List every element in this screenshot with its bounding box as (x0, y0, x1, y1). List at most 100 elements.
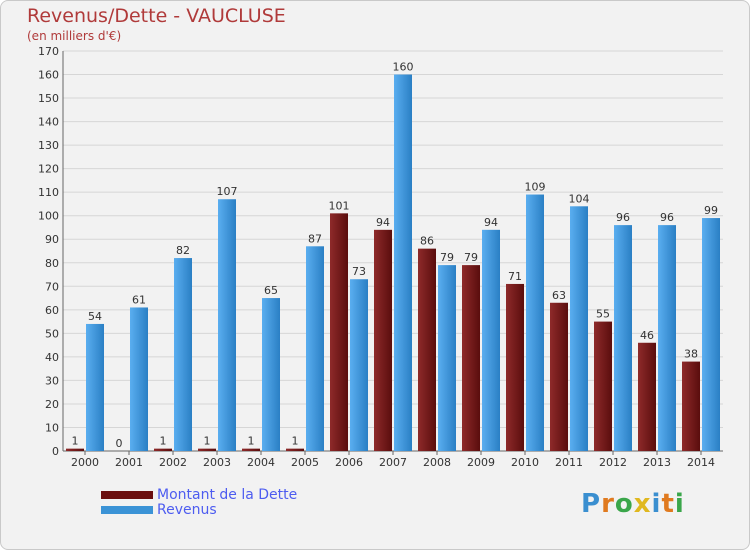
y-tick-label: 110 (38, 186, 59, 199)
x-tick-label: 2001 (115, 456, 143, 469)
data-label-dette: 1 (72, 435, 79, 448)
logo-letter: i (651, 489, 662, 519)
bar-dette (682, 361, 700, 451)
y-tick-label: 60 (45, 304, 59, 317)
data-label-dette: 63 (552, 289, 566, 302)
data-label-dette: 1 (204, 435, 211, 448)
data-label-dette: 1 (160, 435, 167, 448)
bar-dette (506, 283, 524, 451)
bar-revenus (218, 199, 236, 451)
data-label-dette: 55 (596, 308, 610, 321)
y-tick-label: 70 (45, 280, 59, 293)
data-label-revenus: 65 (264, 284, 278, 297)
bar-revenus (306, 246, 324, 451)
x-tick-label: 2000 (71, 456, 99, 469)
data-label-revenus: 94 (484, 216, 498, 229)
data-label-dette: 0 (116, 437, 123, 450)
bar-revenus (438, 265, 456, 451)
data-label-dette: 94 (376, 216, 390, 229)
data-label-revenus: 96 (616, 211, 630, 224)
bar-dette (198, 448, 216, 451)
data-label-dette: 79 (464, 251, 478, 264)
logo-letter: i (674, 489, 685, 519)
y-tick-label: 30 (45, 374, 59, 387)
y-tick-label: 170 (38, 45, 59, 58)
y-tick-label: 130 (38, 139, 59, 152)
bar-revenus (174, 258, 192, 451)
bar-dette (550, 302, 568, 451)
y-tick-label: 90 (45, 233, 59, 246)
bar-revenus (130, 307, 148, 451)
y-tick-label: 0 (52, 445, 59, 458)
data-label-revenus: 104 (569, 192, 590, 205)
y-tick-label: 50 (45, 327, 59, 340)
bar-dette (374, 229, 392, 451)
bar-revenus (658, 225, 676, 451)
bar-revenus (570, 206, 588, 451)
logo-letter: P (581, 489, 602, 519)
y-tick-label: 20 (45, 398, 59, 411)
y-tick-label: 40 (45, 351, 59, 364)
data-label-dette: 101 (329, 199, 350, 212)
logo-letter: r (601, 489, 615, 519)
bar-revenus (394, 74, 412, 451)
bar-revenus (702, 218, 720, 451)
bar-revenus (350, 279, 368, 451)
y-tick-label: 80 (45, 257, 59, 270)
data-label-dette: 38 (684, 348, 698, 361)
bar-dette (330, 213, 348, 451)
x-tick-label: 2008 (423, 456, 451, 469)
data-label-revenus: 82 (176, 244, 190, 257)
data-label-revenus: 96 (660, 211, 674, 224)
y-tick-label: 160 (38, 69, 59, 82)
data-label-revenus: 54 (88, 310, 102, 323)
x-tick-label: 2006 (335, 456, 363, 469)
bar-dette (286, 448, 304, 451)
legend-item-dette: Montant de la Dette (101, 486, 298, 503)
bar-revenus (262, 298, 280, 451)
x-tick-label: 2007 (379, 456, 407, 469)
legend-item-revenus: Revenus (101, 502, 297, 518)
bar-revenus (86, 323, 104, 451)
bar-revenus (614, 225, 632, 451)
y-tick-label: 150 (38, 92, 59, 105)
data-label-dette: 1 (292, 435, 299, 448)
bar-dette (638, 342, 656, 451)
legend-swatch-dette (101, 490, 153, 499)
x-tick-label: 2014 (687, 456, 715, 469)
y-tick-label: 120 (38, 163, 59, 176)
bar-dette (462, 265, 480, 451)
x-tick-label: 2011 (555, 456, 583, 469)
legend: Montant de la Dette Revenus (101, 486, 298, 518)
logo-letter: x (633, 489, 652, 519)
data-label-dette: 1 (248, 435, 255, 448)
bar-dette (66, 448, 84, 451)
data-label-revenus: 87 (308, 232, 322, 245)
logo-letter: o (614, 489, 634, 519)
bar-revenus (482, 229, 500, 451)
x-tick-label: 2002 (159, 456, 187, 469)
bar-dette (242, 448, 260, 451)
x-tick-label: 2005 (291, 456, 319, 469)
legend-label-dette: Montant de la Dette (157, 486, 298, 503)
bar-dette (594, 321, 612, 451)
proxiti-logo: Proxiti (581, 489, 685, 519)
data-label-revenus: 79 (440, 251, 454, 264)
data-label-revenus: 99 (704, 204, 718, 217)
x-tick-label: 2009 (467, 456, 495, 469)
chart-title: Revenus/Dette - VAUCLUSE (27, 5, 286, 27)
data-label-revenus: 61 (132, 293, 146, 306)
data-label-dette: 86 (420, 235, 434, 248)
data-label-revenus: 107 (217, 185, 238, 198)
bar-revenus (526, 194, 544, 451)
y-tick-label: 100 (38, 210, 59, 223)
x-tick-label: 2010 (511, 456, 539, 469)
data-label-revenus: 109 (525, 181, 546, 194)
x-tick-label: 2012 (599, 456, 627, 469)
legend-swatch-revenus (101, 505, 153, 514)
bar-dette (418, 248, 436, 451)
y-tick-label: 140 (38, 116, 59, 129)
x-tick-label: 2013 (643, 456, 671, 469)
